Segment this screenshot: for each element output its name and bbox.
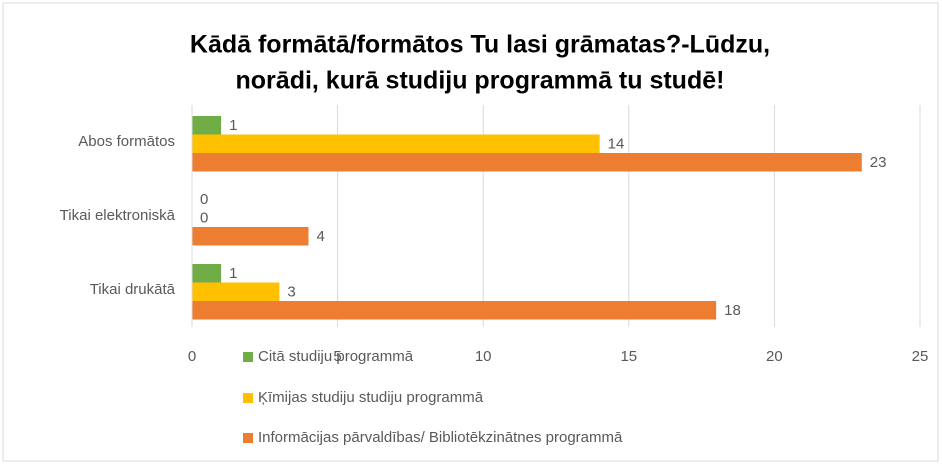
x-tick-label: 10: [475, 348, 492, 365]
data-label: 23: [870, 154, 887, 171]
legend-swatch: [243, 352, 253, 362]
x-tick-label: 15: [620, 348, 637, 365]
chart-title: Kādā formātā/formātos Tu lasi grāmatas?-…: [190, 31, 770, 59]
data-label: 18: [724, 302, 741, 319]
chart-title: norādi, kurā studiju programmā tu studē!: [236, 67, 725, 95]
legend-label: Citā studiju programmā: [258, 348, 414, 365]
data-label: 0: [200, 210, 208, 227]
bar: [192, 227, 309, 246]
y-tick-label: Abos formātos: [78, 133, 175, 150]
legend-swatch: [243, 393, 253, 403]
legend-swatch: [243, 433, 253, 443]
y-tick-label: Tikai drukātā: [90, 281, 176, 298]
data-label: 0: [200, 191, 208, 208]
bar: [192, 264, 222, 283]
x-tick-label: 20: [766, 348, 783, 365]
bar: [192, 116, 222, 135]
legend-label: Ķīmijas studiju studiju programmā: [258, 389, 484, 406]
x-tick-label: 25: [912, 348, 929, 365]
x-tick-label: 5: [333, 348, 341, 365]
legend-label: Informācijas pārvaldības/ Bibliotēkzināt…: [258, 429, 623, 446]
bar: [192, 134, 600, 153]
data-label: 1: [229, 117, 237, 134]
bar: [192, 282, 280, 301]
data-label: 4: [316, 228, 324, 245]
bar: [192, 301, 717, 320]
x-tick-label: 0: [188, 348, 196, 365]
data-label: 3: [287, 284, 295, 301]
y-tick-label: Tikai elektroniskā: [60, 207, 176, 224]
data-label: 1: [229, 265, 237, 282]
bar: [192, 153, 862, 172]
data-label: 14: [608, 136, 625, 153]
